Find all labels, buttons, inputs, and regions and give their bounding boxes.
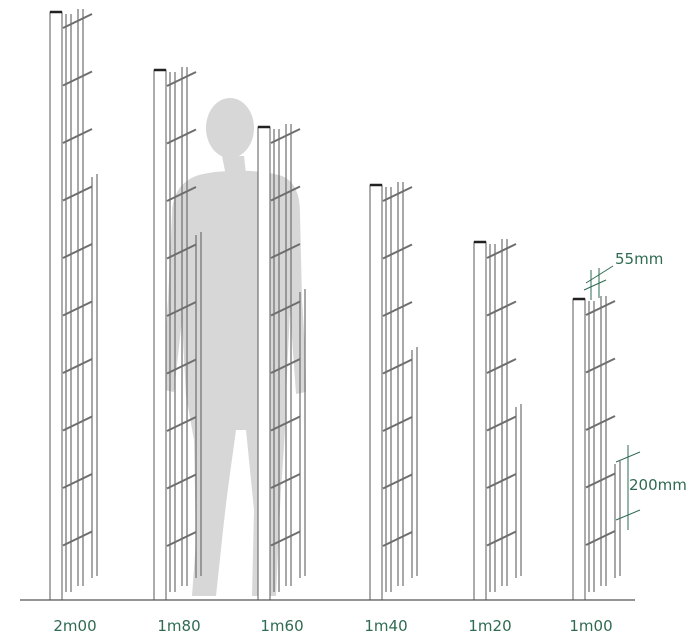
mesh-crossbar [585,530,616,546]
fence-1m00 [572,296,621,601]
fence-post [369,184,383,601]
mesh-spacing-dimension [615,445,641,530]
mesh-crossbar [62,530,93,547]
mesh-crossbar [382,301,413,317]
mesh-crossbar [62,185,93,202]
height-label-1m40: 1m40 [364,617,408,635]
height-label-2m00: 2m00 [53,617,97,635]
mesh-crossbar [270,185,301,202]
mesh-crossbar [270,243,301,259]
mesh-crossbar [62,243,93,259]
mesh-crossbar [166,186,197,202]
wire-gap-dimension [583,265,614,300]
mesh-crossbar [166,71,197,87]
mesh-crossbar [486,473,517,489]
fence-2m00 [49,9,98,601]
mesh-crossbar [585,472,616,489]
fence-post [153,69,167,601]
fence-1m20 [473,239,522,601]
fence-post [49,11,63,601]
wire-gap-label: 55mm [615,250,664,268]
mesh-crossbar [486,530,517,547]
height-label-1m60: 1m60 [260,617,304,635]
person-silhouette [164,98,306,596]
mesh-crossbar [382,416,413,432]
mesh-crossbar [270,128,301,144]
mesh-crossbar [62,128,93,144]
mesh-crossbar [382,473,413,490]
mesh-crossbar [486,415,517,432]
mesh-crossbar [62,13,93,29]
mesh-crossbar [62,300,93,317]
mesh-crossbar [166,128,197,145]
mesh-crossbar [270,473,301,489]
fence-post [572,298,586,601]
mesh-crossbar [486,358,517,374]
mesh-crossbar [166,531,197,547]
mesh-crossbar [270,530,301,547]
mesh-crossbar [382,531,413,547]
mesh-crossbar [166,358,197,375]
mesh-crossbar [382,358,413,375]
mesh-crossbar [585,415,616,431]
mesh-crossbar [166,473,197,490]
mesh-crossbar [62,415,93,432]
mesh-crossbar [382,243,413,260]
mesh-spacing-label: 200mm [629,476,687,494]
mesh-crossbar [486,300,517,317]
mesh-crossbar [62,358,93,374]
height-label-1m00: 1m00 [569,617,613,635]
mesh-crossbar [166,243,197,260]
mesh-crossbar [585,357,616,374]
mesh-crossbar [62,473,93,489]
mesh-crossbar [166,301,197,317]
fence-post [473,241,487,601]
fence-post [257,126,271,601]
height-label-1m20: 1m20 [468,617,512,635]
mesh-crossbar [62,70,93,87]
mesh-crossbar [166,416,197,432]
fence-1m40 [369,182,418,601]
mesh-crossbar [486,243,517,259]
mesh-crossbar [585,300,616,316]
mesh-crossbar [382,186,413,202]
height-label-1m80: 1m80 [157,617,201,635]
mesh-crossbar [270,300,301,317]
fence-1m80 [153,67,202,601]
fence-panels [49,9,621,601]
mesh-crossbar [270,415,301,432]
mesh-crossbar [270,358,301,374]
